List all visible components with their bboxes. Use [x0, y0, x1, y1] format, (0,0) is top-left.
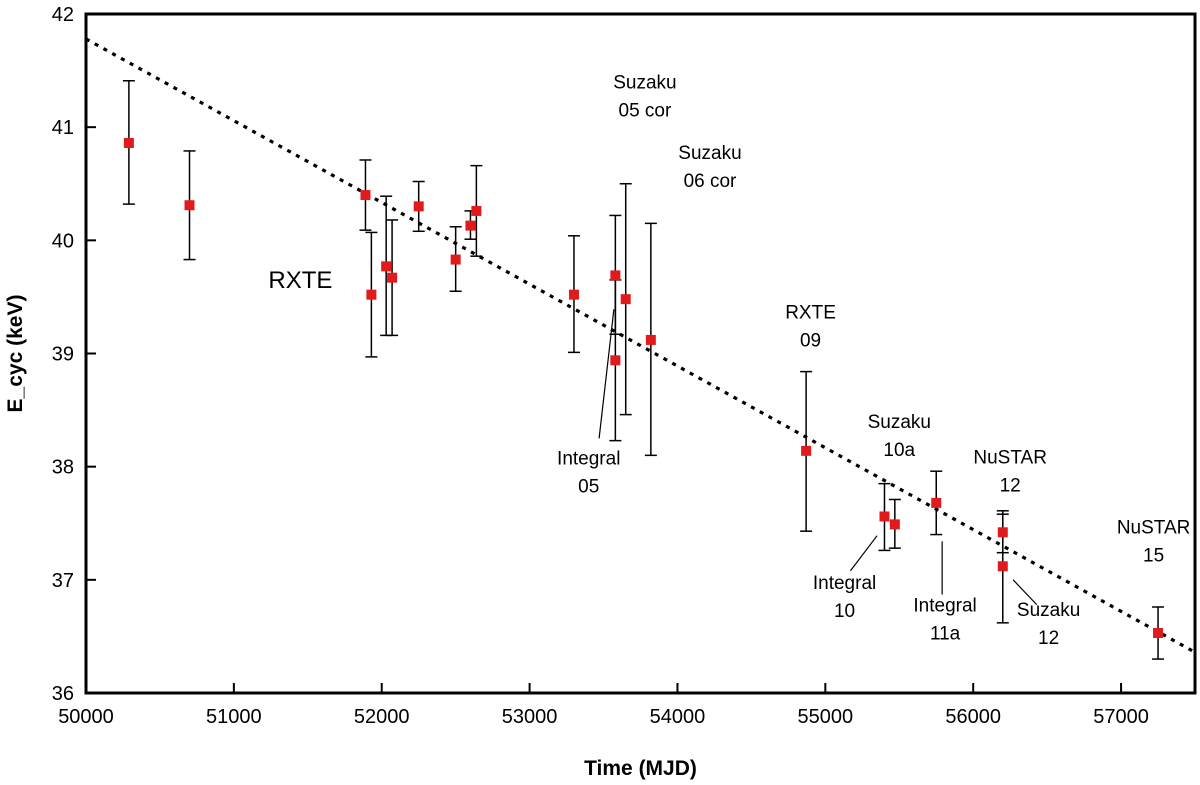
y-axis-title: E_cyc (keV)	[4, 295, 27, 413]
data-point	[413, 201, 424, 212]
data-point	[381, 261, 392, 272]
x-tick-label: 50000	[58, 706, 114, 728]
annotation-line: 10	[834, 601, 855, 622]
y-tick-labels: 36 37 38 39 40 41 42	[52, 4, 74, 705]
annotation-line: 05	[578, 476, 599, 497]
data-point	[610, 270, 621, 281]
x-tick-label: 54000	[650, 706, 706, 728]
data-point	[465, 220, 476, 231]
x-tick-label: 52000	[354, 706, 410, 728]
data-point	[123, 138, 134, 149]
data-point	[931, 497, 942, 508]
data-point	[889, 519, 900, 530]
y-tick-label: 38	[52, 457, 74, 479]
data-point	[450, 254, 461, 265]
annotation-line: Suzaku	[1017, 600, 1080, 621]
data-point	[620, 294, 631, 305]
y-tick-label: 41	[52, 117, 74, 139]
data-point	[1153, 628, 1164, 639]
data-point	[997, 527, 1008, 538]
annotation-line: 09	[800, 330, 821, 351]
annotation-line: Suzaku	[678, 143, 741, 164]
data-point	[801, 445, 812, 456]
annotation-leader-line	[1012, 579, 1038, 606]
annotations: RXTE Suzaku 05 cor Suzaku 06 cor Integral 05 RX…	[268, 73, 1190, 649]
annotation-line: RXTE	[785, 302, 836, 323]
annotation-line: NuSTAR	[1117, 517, 1191, 538]
data-point	[366, 289, 377, 300]
annotation-label: Suzaku 10a	[868, 412, 931, 461]
x-tick-label: 57000	[1093, 706, 1149, 728]
x-tick-label: 53000	[502, 706, 558, 728]
y-tick-label: 42	[52, 4, 74, 26]
plot-area-frame	[84, 12, 1197, 695]
annotation-label: Suzaku 06 cor	[678, 143, 741, 192]
data-point	[568, 289, 579, 300]
y-tick-label: 39	[52, 344, 74, 366]
annotation-label: NuSTAR 12	[973, 447, 1047, 496]
data-point	[879, 511, 890, 522]
annotation-line: Suzaku	[868, 412, 931, 433]
annotation-line: Integral	[557, 448, 620, 469]
annotation-line: 10a	[883, 440, 915, 461]
annotation-label: Suzaku 12	[1017, 600, 1080, 649]
data-points	[123, 138, 1164, 639]
data-point	[610, 355, 621, 366]
x-tick-label: 56000	[945, 706, 1001, 728]
annotation-line: 12	[1000, 475, 1021, 496]
axis-ticks	[85, 13, 1123, 694]
data-point	[184, 200, 195, 211]
annotation-line: 05 cor	[619, 101, 672, 122]
data-point	[471, 205, 482, 216]
annotation-line: 11a	[930, 624, 961, 645]
annotation-line: NuSTAR	[973, 447, 1047, 468]
data-point	[645, 334, 656, 345]
error-bars	[122, 80, 1165, 660]
x-axis-title: Time (MJD)	[584, 757, 697, 780]
data-point	[360, 190, 371, 201]
data-point	[387, 272, 398, 283]
annotation-label: Integral 11a	[913, 596, 976, 645]
annotation-label: Integral 10	[813, 573, 876, 622]
x-tick-label: 55000	[798, 706, 854, 728]
y-tick-label: 37	[52, 570, 74, 592]
trend-fit-line	[85, 37, 1196, 654]
annotation-leader-lines	[598, 309, 1038, 606]
annotation-line: Suzaku	[613, 73, 676, 94]
annotation-line: RXTE	[268, 267, 332, 294]
annotation-label: NuSTAR 15	[1117, 517, 1191, 566]
annotation-line: 12	[1038, 628, 1059, 649]
annotation-line: Integral	[813, 573, 876, 594]
annotation-line: 06 cor	[684, 171, 737, 192]
annotation-label: Integral 05	[557, 448, 620, 497]
annotation-label: Suzaku 05 cor	[613, 73, 676, 122]
annotation-line: Integral	[913, 596, 976, 617]
annotation-leader-line	[598, 309, 615, 439]
data-point	[997, 561, 1008, 572]
y-tick-label: 40	[52, 230, 74, 252]
annotation-label: RXTE	[268, 267, 332, 294]
x-tick-labels: 50000 51000 52000 53000 54000 55000 56000 57000	[58, 706, 1149, 728]
x-tick-label: 51000	[206, 706, 262, 728]
annotation-label: RXTE 09	[785, 302, 836, 351]
annotation-leader-line	[849, 535, 878, 572]
annotation-line: 15	[1143, 545, 1164, 566]
y-tick-label: 36	[52, 683, 74, 705]
